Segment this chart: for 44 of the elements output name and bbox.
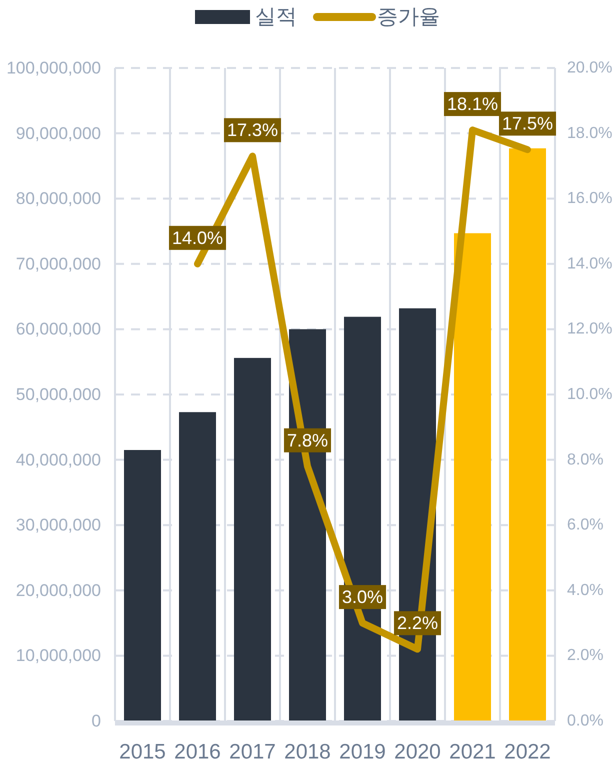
bar	[454, 233, 491, 721]
bar	[179, 412, 216, 721]
y2-tick-label: 6.0%	[567, 516, 604, 534]
y2-tick-label: 20.0%	[567, 60, 612, 76]
x-tick-label: 2019	[339, 740, 386, 764]
x-tick-label: 2022	[504, 740, 551, 764]
y2-tick-label: 2.0%	[567, 647, 604, 664]
bar	[234, 358, 271, 721]
data-label: 14.0%	[172, 228, 224, 248]
y-tick-label: 40,000,000	[16, 450, 101, 470]
y2-tick-label: 14.0%	[567, 255, 612, 272]
x-tick-label: 2017	[229, 740, 276, 764]
x-tick-label: 2015	[119, 740, 166, 764]
y2-tick-label: 18.0%	[567, 124, 612, 142]
legend-label: 증가율	[377, 6, 440, 28]
x-tick-label: 2021	[449, 740, 496, 764]
y-tick-label: 70,000,000	[16, 254, 101, 274]
y-tick-label: 10,000,000	[16, 646, 101, 666]
data-label: 3.0%	[342, 587, 384, 608]
data-label: 7.8%	[286, 430, 328, 450]
y-tick-label: 30,000,000	[16, 516, 101, 535]
x-tick-label: 2016	[174, 740, 221, 764]
legend-label: 실적	[255, 6, 297, 28]
y-tick-label: 90,000,000	[16, 124, 101, 143]
data-label: 17.3%	[226, 120, 278, 140]
y-tick-label: 0	[92, 712, 101, 730]
y-tick-label: 20,000,000	[16, 580, 101, 600]
data-label: 18.1%	[446, 94, 498, 114]
y-tick-label: 50,000,000	[16, 385, 101, 404]
x-tick-label: 2018	[284, 740, 331, 764]
y2-tick-label: 12.0%	[567, 320, 612, 338]
y2-tick-label: 0.0%	[567, 712, 604, 730]
bar	[124, 450, 161, 721]
data-label: 2.2%	[396, 613, 438, 634]
bar	[509, 148, 546, 721]
data-label: 17.5%	[502, 114, 554, 134]
x-tick-label: 2020	[394, 740, 441, 764]
y-tick-label: 80,000,000	[16, 189, 101, 208]
y-tick-label: 100,000,000	[6, 58, 101, 78]
y2-tick-label: 8.0%	[567, 451, 604, 468]
y2-tick-label: 16.0%	[567, 190, 612, 208]
y2-tick-label: 10.0%	[567, 386, 612, 403]
y2-tick-label: 4.0%	[567, 582, 604, 599]
y-tick-label: 60,000,000	[16, 320, 101, 339]
